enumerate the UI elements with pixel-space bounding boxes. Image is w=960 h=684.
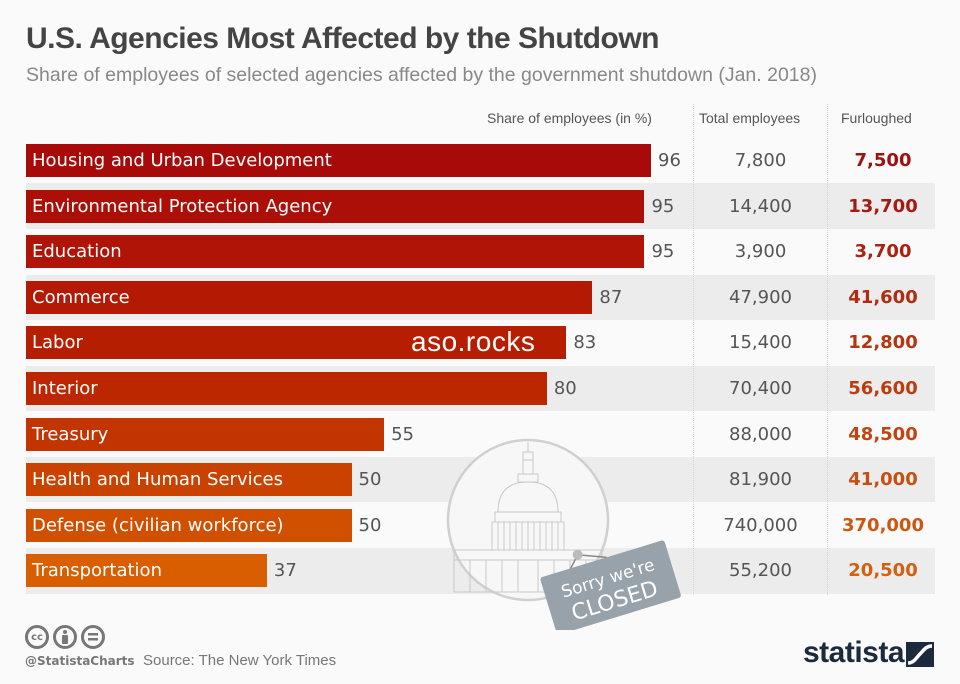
bar-label: Interior [32, 378, 98, 399]
total-employees-cell: 740,000 [723, 514, 798, 536]
bar-value-label: 95 [651, 195, 675, 217]
bar-value-label: 87 [599, 286, 623, 308]
bar [26, 463, 352, 497]
column-divider [693, 104, 694, 595]
cc-icon[interactable]: cc [25, 625, 49, 649]
bar-label: Commerce [32, 286, 130, 308]
license-icons: cc [25, 625, 105, 649]
total-employees-cell: 70,400 [729, 378, 792, 399]
furloughed-cell: 20,500 [848, 560, 918, 582]
bar [26, 189, 645, 223]
bar-value-label: 55 [391, 423, 414, 445]
bar [26, 417, 385, 451]
bar [26, 280, 593, 314]
furloughed-cell: 7,500 [854, 150, 912, 171]
bar-label: Transportation [32, 560, 162, 582]
statista-handle[interactable]: @StatistaCharts [25, 654, 135, 668]
bar-value-label: 83 [573, 332, 597, 354]
bar-value-label: 95 [651, 241, 675, 263]
bar [26, 372, 547, 405]
bar [26, 144, 651, 177]
column-header-share: Share of employees (in %) [487, 110, 652, 126]
bar-label: Treasury [32, 423, 109, 445]
chart-subtitle: Share of employees of selected agencies … [26, 64, 817, 86]
bar-label: Environmental Protection Agency [32, 195, 333, 217]
bar-value-label: 80 [553, 378, 577, 399]
furloughed-cell: 3,700 [854, 241, 912, 263]
furloughed-cell: 13,700 [848, 195, 918, 217]
total-employees-cell: 88,000 [729, 423, 792, 445]
total-employees-cell: 47,900 [729, 286, 792, 308]
column-header-total: Total employees [699, 110, 801, 126]
watermark: aso.rocks [411, 326, 536, 357]
bar [26, 508, 352, 542]
statista-logo-icon[interactable] [906, 642, 934, 667]
furloughed-cell: 370,000 [842, 514, 924, 536]
column-header-furloughed: Furloughed [841, 110, 912, 126]
bar-label: Defense (civilian workforce) [32, 514, 284, 536]
bar-label: Education [32, 241, 122, 263]
attribution-icon[interactable] [53, 625, 77, 649]
bar-value-label: 50 [358, 514, 382, 536]
bar-value-label: 96 [658, 150, 681, 171]
total-employees-cell: 81,900 [729, 469, 792, 491]
bar [26, 326, 567, 360]
statista-logo-text[interactable]: statista [803, 636, 905, 669]
bar [26, 235, 645, 269]
furloughed-cell: 56,600 [848, 378, 918, 399]
bar-value-label: 37 [273, 560, 297, 582]
total-employees-cell: 55,200 [729, 560, 792, 582]
bar-value-label: 50 [358, 469, 382, 491]
total-employees-cell: 15,400 [729, 332, 792, 354]
column-divider [827, 104, 828, 595]
source-text: Source: The New York Times [143, 652, 337, 669]
furloughed-cell: 41,000 [848, 469, 918, 491]
chart-title: U.S. Agencies Most Affected by the Shutd… [26, 22, 660, 55]
furloughed-cell: 41,600 [848, 286, 918, 308]
total-employees-cell: 7,800 [734, 150, 787, 171]
total-employees-cell: 3,900 [734, 241, 787, 263]
furloughed-cell: 48,500 [848, 423, 918, 445]
bar [26, 554, 267, 588]
bar-label: Health and Human Services [32, 469, 283, 491]
furloughed-cell: 12,800 [848, 332, 918, 354]
no-derivatives-icon[interactable] [81, 625, 105, 649]
capitol-closed-illustration: Sorry we're CLOSED [446, 438, 681, 630]
bar-label: Housing and Urban Development [32, 150, 332, 171]
total-employees-cell: 14,400 [729, 195, 792, 217]
bar-label: Labor [32, 332, 83, 354]
